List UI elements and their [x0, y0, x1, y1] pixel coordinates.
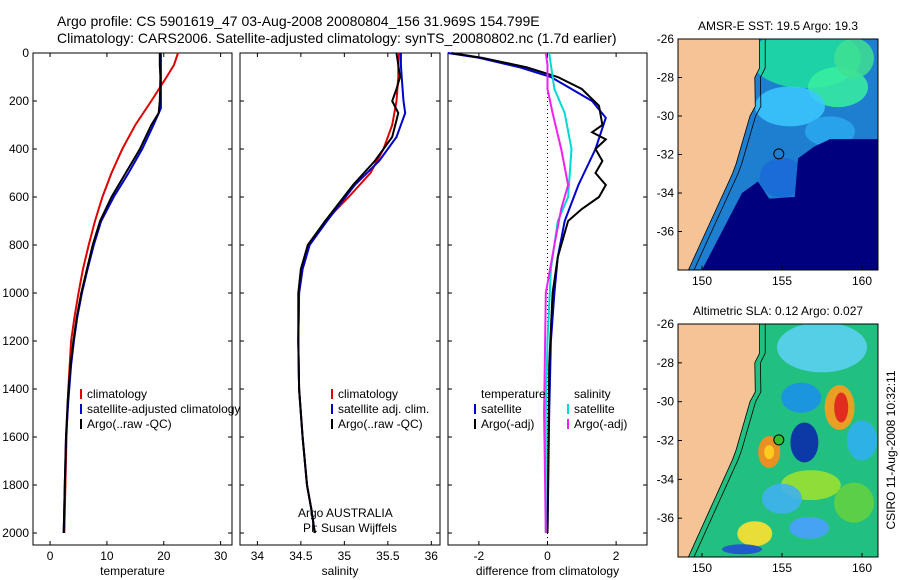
- y-tick-label: -28: [657, 356, 675, 370]
- sla-map-panel: 150 155 160 -26 -28 -30 -32 -34 -36 Altimetric SL…: [657, 304, 879, 575]
- x-tick-label: 150: [692, 274, 712, 288]
- y-tick-label: 1800: [2, 478, 29, 492]
- x-tick-label: 10: [100, 549, 114, 563]
- shelf-contour: [693, 324, 766, 557]
- map-field: [678, 39, 878, 270]
- sst-patch: [834, 39, 874, 79]
- sla-patch: [781, 382, 822, 413]
- salinity-panel: 34 34.5 35 35.5 36 salinity climatologysatelli…: [239, 52, 441, 578]
- map-title: Altimetric SLA: 0.12 Argo: 0.027: [693, 304, 863, 318]
- x-tick-label: 34.5: [289, 549, 313, 563]
- legend-label: climatology: [87, 387, 147, 401]
- x-axis-label: salinity: [322, 564, 359, 578]
- x-tick-label: 160: [852, 274, 872, 288]
- sla-patch: [834, 482, 874, 523]
- cold-water-region: [702, 139, 878, 270]
- series-line: [62, 53, 162, 534]
- x-tick-label: 36: [425, 549, 439, 563]
- land-area: [678, 324, 760, 557]
- y-tick-label: 600: [9, 190, 29, 204]
- series-line: [297, 52, 402, 534]
- legend-label: Argo(-adj): [574, 417, 627, 431]
- legend-label: Argo(..raw -QC): [338, 417, 423, 431]
- sla-patch: [789, 516, 830, 539]
- y-tick-label: -34: [657, 472, 675, 486]
- legend-label: climatology: [338, 387, 398, 401]
- x-tick-label: 30: [214, 549, 228, 563]
- x-tick-label: 160: [852, 561, 872, 575]
- y-tick-label: -26: [657, 32, 675, 46]
- annotation-text: Argo AUSTRALIA: [298, 506, 393, 520]
- x-tick-label: 35.5: [376, 549, 400, 563]
- x-axis-label: difference from climatology: [476, 564, 619, 578]
- legend-label: satellite: [481, 402, 522, 416]
- land-area: [678, 39, 760, 270]
- series-line: [544, 52, 573, 533]
- sst-patch: [755, 86, 825, 127]
- x-tick-label: 0: [47, 549, 54, 563]
- y-tick-label: 0: [22, 46, 29, 60]
- x-tick-label: 35: [338, 549, 352, 563]
- temperature-panel: 0 10 20 30 0 200 400 600 800 1000 1200 1400 1600 1800…: [2, 46, 240, 578]
- figure-subtitle: Climatology: CARS2006. Satellite-adjuste…: [57, 30, 617, 46]
- y-tick-label: -32: [657, 148, 675, 162]
- legend-label: satellite: [574, 402, 615, 416]
- sla-patch: [790, 422, 819, 463]
- float-marker: [773, 434, 785, 446]
- legend-header: temperature: [481, 387, 546, 401]
- x-axis-label: temperature: [100, 564, 165, 578]
- sst-patch: [759, 157, 805, 198]
- float-marker: [773, 148, 785, 160]
- series-line: [543, 52, 570, 534]
- legend-header: salinity: [574, 387, 611, 401]
- sla-patch: [764, 445, 775, 460]
- sla-patch: [762, 483, 802, 514]
- y-tick-label: 1000: [2, 286, 29, 300]
- timestamp-stamp: CSIRO 11-Aug-2008 10:32:11: [884, 370, 898, 529]
- y-tick-label: -26: [657, 317, 675, 331]
- y-tick-label: -36: [657, 511, 675, 525]
- y-tick-label: 1600: [2, 430, 29, 444]
- sla-patch: [847, 420, 877, 461]
- shelf-contour: [693, 39, 766, 270]
- y-tick-label: -32: [657, 434, 675, 448]
- y-tick-label: 1200: [2, 334, 29, 348]
- y-tick-label: 400: [9, 142, 29, 156]
- y-tick-label: -30: [657, 109, 675, 123]
- y-tick-label: 200: [9, 94, 29, 108]
- sla-patch: [722, 544, 762, 555]
- legend-label: satellite-adjusted climatology: [87, 402, 240, 416]
- x-tick-label: 2: [613, 549, 620, 563]
- y-tick-label: 800: [9, 238, 29, 252]
- series-line: [451, 52, 608, 534]
- y-tick-label: -36: [657, 225, 675, 239]
- x-tick-label: -2: [474, 549, 485, 563]
- y-tick-label: -30: [657, 395, 675, 409]
- figure-title: Argo profile: CS 5901619_47 03-Aug-2008 …: [57, 13, 540, 29]
- sla-patch: [777, 324, 867, 373]
- x-tick-label: 34: [251, 549, 265, 563]
- x-tick-label: 150: [692, 561, 712, 575]
- y-tick-label: -28: [657, 71, 675, 85]
- y-tick-label: 2000: [2, 526, 29, 540]
- legend-label: Argo(-adj): [481, 417, 534, 431]
- x-tick-label: 155: [772, 274, 792, 288]
- plot-frame: [32, 52, 233, 546]
- sst-map-panel: 150 155 160 -26 -28 -30 -32 -34 -36 AMSR-E SST: 1…: [657, 19, 879, 288]
- annotation-text: PI: Susan Wijffels: [303, 521, 397, 535]
- x-tick-label: 0: [544, 549, 551, 563]
- y-tick-label: -34: [657, 186, 675, 200]
- x-tick-label: 155: [772, 561, 792, 575]
- sla-patch: [737, 521, 773, 547]
- map-title: AMSR-E SST: 19.5 Argo: 19.3: [698, 19, 858, 33]
- x-tick-label: 20: [157, 549, 171, 563]
- y-tick-label: 1400: [2, 382, 29, 396]
- legend-label: satellite adj. clim.: [338, 402, 429, 416]
- sst-patch: [805, 116, 855, 147]
- plot-frame: [239, 52, 441, 546]
- sla-patch: [834, 392, 849, 423]
- legend-label: Argo(..raw -QC): [87, 417, 172, 431]
